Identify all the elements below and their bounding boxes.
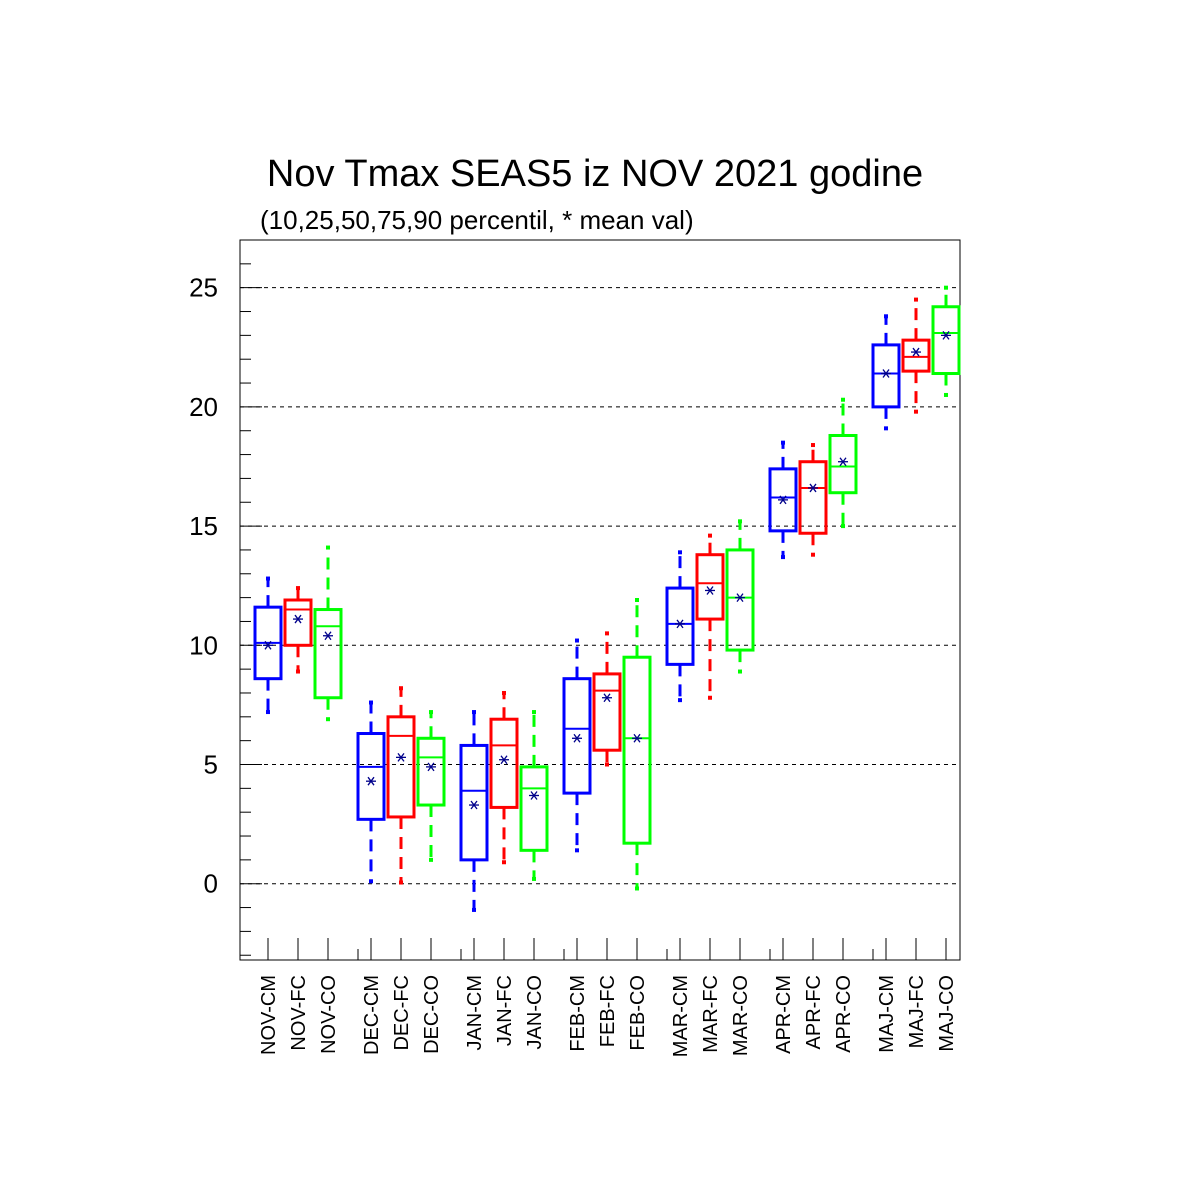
iqr-box (725, 548, 755, 652)
mean-marker (778, 495, 788, 505)
iqr-box (313, 608, 343, 700)
mean-marker (396, 752, 406, 762)
iqr-box (283, 598, 313, 647)
mean-marker (426, 762, 436, 772)
x-tick-label: NOV-CM (258, 975, 280, 1055)
box-mar-fc (695, 533, 725, 700)
iqr-box (622, 655, 652, 845)
mean-marker (263, 640, 273, 650)
y-tick-label: 20 (189, 392, 218, 422)
mean-marker (366, 776, 376, 786)
x-tick-label: JAN-CM (464, 975, 486, 1051)
chart-title: Nov Tmax SEAS5 iz NOV 2021 godine (267, 153, 923, 195)
box-mar-co (725, 519, 755, 674)
iqr-box (798, 460, 828, 535)
mean-marker (499, 755, 509, 765)
mean-marker (323, 631, 333, 641)
mean-marker (529, 791, 539, 800)
box-apr-co (828, 397, 858, 529)
y-tick-label: 15 (189, 511, 218, 541)
mean-marker (293, 614, 303, 624)
iqr-box (901, 338, 931, 373)
mean-marker (469, 800, 479, 810)
mean-marker (808, 483, 818, 493)
y-tick-label: 25 (189, 273, 218, 303)
x-tick-label: APR-CO (833, 975, 855, 1053)
iqr-box (386, 715, 416, 819)
iqr-box (416, 736, 446, 807)
box-maj-co (931, 285, 961, 397)
box-jan-cm (459, 710, 489, 912)
box-dec-fc (386, 686, 416, 885)
x-tick-label: MAR-CM (670, 975, 692, 1057)
box-jan-fc (489, 690, 519, 865)
box-dec-co (416, 710, 446, 862)
box-mar-cm (665, 550, 695, 703)
box-apr-cm (768, 440, 798, 560)
iqr-box (459, 743, 489, 862)
mean-marker (675, 619, 685, 629)
box-dec-cm (356, 700, 386, 884)
iqr-box (356, 732, 386, 821)
box-maj-fc (901, 297, 931, 414)
chart-subtitle: (10,25,50,75,90 percentil, * mean val) (260, 205, 694, 235)
x-tick-label: JAN-CO (524, 975, 546, 1049)
iqr-box (828, 433, 858, 495)
x-tick-label: NOV-CO (318, 975, 340, 1054)
box-nov-cm (253, 576, 283, 715)
iqr-box (931, 305, 961, 376)
x-tick-label: FEB-FC (597, 975, 619, 1047)
x-tick-label: MAJ-FC (906, 975, 928, 1048)
boxes (253, 285, 961, 912)
mean-marker (881, 369, 891, 378)
x-tick-label: JAN-FC (494, 975, 516, 1046)
mean-marker (572, 733, 582, 743)
box-feb-fc (592, 631, 622, 767)
x-tick-label: DEC-FC (391, 975, 413, 1051)
x-tick-label: FEB-CO (627, 975, 649, 1051)
iqr-box (592, 672, 622, 752)
x-tick-label: DEC-CO (421, 975, 443, 1054)
y-axis: 0 5 10 15 20 25 (189, 239, 262, 956)
x-tick-label: MAJ-CM (876, 975, 898, 1053)
box-maj-cm (871, 314, 901, 431)
x-tick-label: NOV-FC (288, 975, 310, 1051)
iqr-box (695, 553, 725, 621)
mean-marker (602, 693, 612, 703)
mean-marker (941, 330, 951, 340)
iqr-box (768, 467, 798, 533)
iqr-box (562, 677, 592, 795)
mean-marker (705, 586, 715, 595)
box-nov-fc (283, 586, 313, 674)
plot-frame (239, 239, 961, 961)
mean-marker (632, 733, 642, 743)
x-tick-label: APR-CM (773, 975, 795, 1054)
iqr-box (665, 586, 695, 666)
x-tick-label: MAJ-CO (936, 975, 958, 1052)
x-tick-label: DEC-CM (361, 975, 383, 1055)
grid-lines (240, 287, 960, 885)
x-tick-label: MAR-FC (700, 975, 722, 1053)
mean-marker (735, 593, 745, 603)
y-tick-label: 0 (204, 869, 218, 899)
iqr-box (519, 765, 549, 852)
y-tick-label: 10 (189, 630, 218, 660)
x-tick-label: APR-FC (803, 975, 825, 1049)
box-nov-co (313, 545, 343, 722)
iqr-box (489, 717, 519, 809)
x-tick-label: MAR-CO (730, 975, 752, 1056)
mean-marker (838, 457, 848, 467)
y-tick-label: 5 (204, 750, 218, 780)
iqr-box (871, 343, 901, 409)
box-feb-cm (562, 638, 592, 853)
box-jan-co (519, 710, 549, 881)
x-axis: NOV-CM NOV-FC NOV-CO DEC-CM DEC-FC DEC-CO JAN-… (258, 938, 958, 1057)
box-feb-co (622, 598, 652, 891)
x-tick-label: FEB-CM (567, 975, 589, 1052)
box-apr-fc (798, 443, 828, 557)
mean-marker (911, 347, 921, 357)
